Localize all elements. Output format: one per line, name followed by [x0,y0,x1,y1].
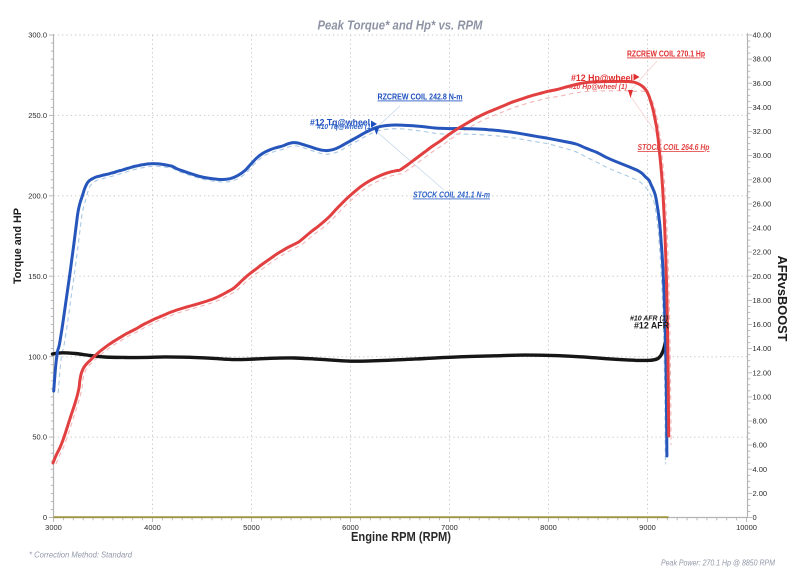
svg-text:38.00: 38.00 [753,55,772,64]
svg-text:100.0: 100.0 [28,352,47,361]
svg-text:#12 AFR: #12 AFR [634,321,669,332]
svg-text:5000: 5000 [243,523,260,532]
svg-text:12.00: 12.00 [753,368,772,377]
svg-text:8000: 8000 [540,523,557,532]
svg-text:6000: 6000 [342,523,359,532]
svg-text:#10 AFR (1): #10 AFR (1) [630,314,668,323]
svg-text:4.00: 4.00 [753,465,768,474]
svg-text:50.0: 50.0 [32,433,47,442]
svg-text:RZCREW COIL 270.1 Hp: RZCREW COIL 270.1 Hp [627,50,705,59]
svg-text:#10 Hp@wheel (1): #10 Hp@wheel (1) [569,82,627,91]
svg-text:8.00: 8.00 [753,417,768,426]
svg-text:200.0: 200.0 [28,191,47,200]
svg-text:STOCK COIL 241.1 N-m: STOCK COIL 241.1 N-m [413,191,490,200]
svg-text:10000: 10000 [736,523,757,532]
svg-text:32.00: 32.00 [753,127,772,136]
svg-text:18.00: 18.00 [753,296,772,305]
svg-text:30.00: 30.00 [753,151,772,160]
svg-text:300.0: 300.0 [28,31,47,40]
svg-text:24.00: 24.00 [753,224,772,233]
svg-text:0: 0 [753,513,757,522]
svg-text:7000: 7000 [441,523,458,532]
svg-text:AFRvsBOOST: AFRvsBOOST [775,255,790,341]
svg-text:#12 Tq@wheel: #12 Tq@wheel [310,118,370,129]
svg-text:STOCK COIL 264.6 Hp: STOCK COIL 264.6 Hp [638,143,710,152]
svg-text:* Correction Method: Standard: * Correction Method: Standard [29,550,132,560]
svg-text:4000: 4000 [144,523,161,532]
svg-text:16.00: 16.00 [753,320,772,329]
svg-text:Engine RPM (RPM): Engine RPM (RPM) [351,530,451,544]
svg-text:9000: 9000 [639,523,656,532]
svg-text:250.0: 250.0 [28,111,47,120]
svg-text:0: 0 [43,513,47,522]
svg-text:Peak Torque* and Hp* vs. RPM: Peak Torque* and Hp* vs. RPM [318,19,484,33]
svg-text:26.00: 26.00 [753,200,772,209]
svg-text:34.00: 34.00 [753,103,772,112]
svg-text:3000: 3000 [45,523,62,532]
svg-text:36.00: 36.00 [753,79,772,88]
svg-text:14.00: 14.00 [753,344,772,353]
svg-text:Torque and HP: Torque and HP [12,208,24,284]
svg-text:28.00: 28.00 [753,175,772,184]
svg-text:#10 Tq@wheel (1): #10 Tq@wheel (1) [317,122,373,131]
svg-text:40.00: 40.00 [753,31,772,40]
svg-text:RZCREW COIL 242.8 N-m: RZCREW COIL 242.8 N-m [378,93,463,102]
svg-text:2.00: 2.00 [753,489,768,498]
svg-text:22.00: 22.00 [753,248,772,257]
svg-text:10.00: 10.00 [753,393,772,402]
svg-text:Peak Power: 270.1 Hp @ 8850 RP: Peak Power: 270.1 Hp @ 8850 RPM [661,559,775,568]
svg-text:20.00: 20.00 [753,272,772,281]
svg-text:150.0: 150.0 [28,272,47,281]
svg-text:6.00: 6.00 [753,441,768,450]
svg-text:#12 Hp@wheel: #12 Hp@wheel [571,73,633,84]
